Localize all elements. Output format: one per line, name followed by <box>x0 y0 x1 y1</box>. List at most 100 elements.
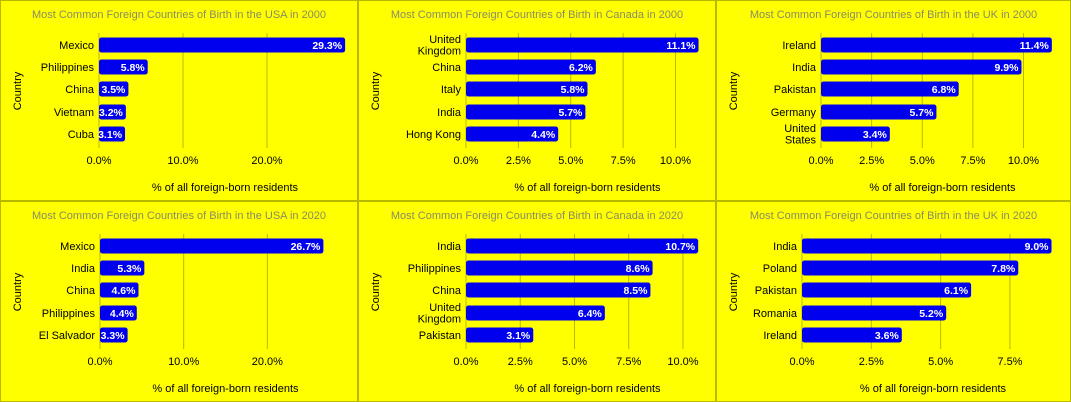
bar-value-label: 9.0% <box>1025 241 1050 253</box>
bar <box>802 282 972 298</box>
bar <box>100 260 145 276</box>
bar <box>466 37 699 53</box>
y-axis-title: Country <box>370 272 382 311</box>
x-tick-label: 0.0% <box>453 155 478 167</box>
y-category-label: Pakistan <box>419 330 461 342</box>
bar <box>100 238 324 254</box>
chart-panel: Most Common Foreign Countries of Birth i… <box>0 201 358 402</box>
x-axis-title: % of all foreign-born residents <box>514 383 661 395</box>
chart-panel: Most Common Foreign Countries of Birth i… <box>358 0 716 201</box>
bar-value-label: 11.1% <box>666 40 696 52</box>
bar-chart: Most Common Foreign Countries of Birth i… <box>728 9 1052 194</box>
y-category-label: India <box>437 107 462 119</box>
bar <box>821 81 959 97</box>
bar-value-label: 6.8% <box>932 84 957 96</box>
y-category-label: Vietnam <box>54 107 94 119</box>
chart-title: Most Common Foreign Countries of Birth i… <box>750 9 1037 21</box>
x-tick-label: 10.0% <box>168 356 199 368</box>
bar <box>821 37 1052 53</box>
x-tick-label: 7.5% <box>611 155 636 167</box>
bar-chart: Most Common Foreign Countries of Birth i… <box>370 9 699 194</box>
chart-panel: Most Common Foreign Countries of Birth i… <box>358 201 716 402</box>
bar-chart: Most Common Foreign Countries of Birth i… <box>728 210 1052 395</box>
x-tick-label: 2.5% <box>506 155 531 167</box>
x-tick-label: 0.0% <box>86 155 111 167</box>
bar-value-label: 10.7% <box>665 241 695 253</box>
x-tick-label: 10.0% <box>167 155 198 167</box>
x-tick-label: 7.5% <box>997 356 1022 368</box>
x-axis-title: % of all foreign-born residents <box>152 182 299 194</box>
bar-value-label: 6.1% <box>944 285 969 297</box>
bar-value-label: 4.4% <box>531 129 556 141</box>
y-category-label: United States <box>784 123 816 147</box>
y-axis-title: Country <box>728 71 740 110</box>
y-category-label: Philippines <box>408 263 462 275</box>
bar-value-label: 5.8% <box>561 84 586 96</box>
bar-value-label: 5.7% <box>909 107 934 119</box>
bar <box>100 327 128 343</box>
bar-value-label: 9.9% <box>995 62 1020 74</box>
bar <box>100 305 137 321</box>
bar-value-label: 5.8% <box>121 62 146 74</box>
y-category-label: Philippines <box>42 308 96 320</box>
chart-title: Most Common Foreign Countries of Birth i… <box>391 9 683 21</box>
x-tick-label: 10.0% <box>1008 155 1039 167</box>
bar-value-label: 5.7% <box>558 107 583 119</box>
y-category-label: Italy <box>441 84 462 96</box>
bar-chart: Most Common Foreign Countries of Birth i… <box>12 210 326 395</box>
y-axis-title: Country <box>12 71 24 110</box>
y-category-label: India <box>437 241 462 253</box>
y-category-label: Ireland <box>782 40 816 52</box>
bar-value-label: 3.2% <box>99 107 124 119</box>
y-category-label: Pakistan <box>774 84 816 96</box>
x-axis-title: % of all foreign-born residents <box>869 182 1016 194</box>
bar-value-label: 3.4% <box>863 129 888 141</box>
x-axis-title: % of all foreign-born residents <box>860 383 1007 395</box>
x-tick-label: 2.5% <box>508 356 533 368</box>
bar <box>466 260 653 276</box>
x-tick-label: 7.5% <box>616 356 641 368</box>
y-category-label: Hong Kong <box>406 129 461 141</box>
x-tick-label: 0.0% <box>808 155 833 167</box>
x-axis-title: % of all foreign-born residents <box>152 383 299 395</box>
x-tick-label: 5.0% <box>910 155 935 167</box>
bar-value-label: 3.1% <box>506 330 531 342</box>
bar <box>466 282 651 298</box>
x-tick-label: 7.5% <box>960 155 985 167</box>
bar-value-label: 3.1% <box>98 129 123 141</box>
bar <box>466 126 559 142</box>
x-tick-label: 20.0% <box>252 356 283 368</box>
y-axis-title: Country <box>370 71 382 110</box>
chart-title: Most Common Foreign Countries of Birth i… <box>750 210 1037 222</box>
x-tick-label: 0.0% <box>789 356 814 368</box>
y-category-label: China <box>432 285 462 297</box>
y-category-label: Ireland <box>763 330 797 342</box>
bar <box>821 126 890 142</box>
bar-value-label: 7.8% <box>991 263 1016 275</box>
y-category-label: Mexico <box>60 241 95 253</box>
bar <box>99 59 148 75</box>
y-category-label: Germany <box>771 107 817 119</box>
y-category-label: Mexico <box>59 40 94 52</box>
bar-value-label: 5.2% <box>919 308 944 320</box>
chart-title: Most Common Foreign Countries of Birth i… <box>32 9 326 21</box>
bar <box>821 104 937 120</box>
bar <box>802 327 902 343</box>
y-category-label: Romania <box>753 308 798 320</box>
y-category-label: United Kingdom <box>418 302 461 326</box>
bar-value-label: 3.3% <box>101 330 126 342</box>
y-axis-title: Country <box>12 272 24 311</box>
y-category-label: India <box>792 62 817 74</box>
chart-panel: Most Common Foreign Countries of Birth i… <box>716 201 1071 402</box>
y-category-label: India <box>71 263 96 275</box>
bar-value-label: 8.6% <box>626 263 651 275</box>
y-category-label: China <box>432 62 462 74</box>
y-category-label: China <box>65 84 95 96</box>
y-category-label: Philippines <box>41 62 95 74</box>
bar-value-label: 3.6% <box>875 330 900 342</box>
x-tick-label: 5.0% <box>562 356 587 368</box>
bar-chart: Most Common Foreign Countries of Birth i… <box>12 9 346 194</box>
x-tick-label: 0.0% <box>87 356 112 368</box>
bar <box>99 81 129 97</box>
chart-title: Most Common Foreign Countries of Birth i… <box>32 210 326 222</box>
